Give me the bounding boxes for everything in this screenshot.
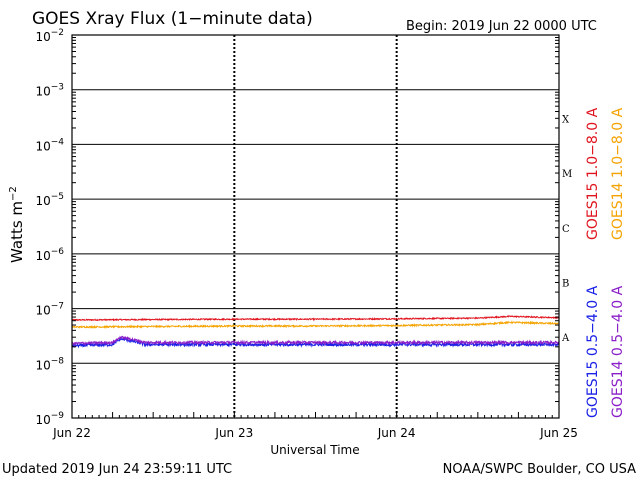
series-line-3	[71, 336, 560, 349]
flare-class-b: B	[562, 278, 569, 289]
series-line-2	[71, 320, 560, 329]
flare-class-labels: A B C M X	[561, 114, 572, 344]
y-tick-label: 10−8	[35, 356, 64, 372]
x-axis-label: Universal Time	[270, 443, 359, 457]
legend-entry: GOES14 1.0−8.0 A	[610, 107, 626, 240]
series-line-1	[71, 315, 560, 322]
updated-time: Updated 2019 Jun 24 23:59:11 UTC	[2, 462, 232, 477]
y-axis-ticks: 10−9 10−8 10−7 10−6 10−5 10−4 10−3 10−2	[35, 28, 559, 427]
y-axis-label: Watts m−2	[8, 186, 26, 263]
y-tick-label: 10−6	[35, 247, 64, 263]
plot-frame	[71, 34, 560, 419]
chart-title: GOES Xray Flux (1−minute data)	[32, 9, 313, 29]
begin-time: Begin: 2019 Jun 22 0000 UTC	[406, 19, 597, 34]
legend: GOES15 1.0−8.0 A GOES14 1.0−8.0 A GOES15 0…	[585, 107, 626, 418]
flare-class-c: C	[562, 224, 570, 235]
x-tick-label: Jun 25	[539, 426, 578, 440]
y-tick-label: 10−7	[35, 302, 64, 318]
series-lines	[71, 315, 560, 349]
credit: NOAA/SWPC Boulder, CO USA	[443, 462, 636, 477]
x-tick-label: Jun 22	[52, 426, 91, 440]
legend-entry: GOES14 0.5−4.0 A	[610, 285, 626, 418]
x-tick-label: Jun 23	[214, 426, 253, 440]
y-tick-label: 10−3	[35, 83, 64, 99]
legend-entry: GOES15 1.0−8.0 A	[585, 107, 601, 240]
flare-class-a: A	[561, 333, 570, 344]
flare-class-x: X	[562, 114, 570, 125]
flare-class-m: M	[562, 169, 572, 180]
x-tick-label: Jun 24	[377, 426, 416, 440]
series-line-4	[71, 335, 560, 347]
x-axis-ticks: Jun 22 Jun 23 Jun 24 Jun 25	[52, 412, 578, 440]
y-tick-label: 10−4	[35, 137, 64, 153]
y-tick-label: 10−2	[35, 28, 64, 44]
legend-entry: GOES15 0.5−4.0 A	[585, 285, 601, 418]
y-tick-label: 10−9	[35, 411, 64, 427]
y-tick-label: 10−5	[35, 192, 64, 208]
grid	[72, 35, 559, 418]
